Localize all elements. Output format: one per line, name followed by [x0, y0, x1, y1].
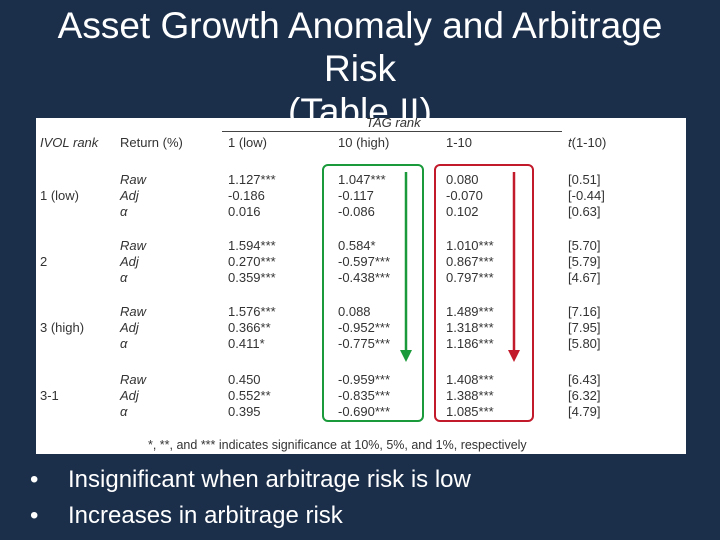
- table-cell: -0.597***: [338, 254, 391, 269]
- header-diff: 1-10: [446, 135, 473, 150]
- header-tag-high: 10 (high): [338, 135, 390, 150]
- table-cell: [-0.44]: [568, 188, 605, 203]
- table-cell: 0.270***: [228, 254, 276, 269]
- return-type-label: Raw: [120, 238, 147, 253]
- table-cell: [5.70]: [568, 238, 601, 253]
- ivol-rank-label: 2: [40, 254, 48, 269]
- title-line-2: Risk: [324, 48, 396, 89]
- trend-arrows: [400, 172, 520, 362]
- significance-footnote: *, **, and *** indicates significance at…: [148, 438, 527, 452]
- return-type-label: α: [120, 336, 128, 351]
- table-cell: 1.186***: [446, 336, 494, 351]
- red-highlight-box: [434, 164, 534, 422]
- table-cell: 0.080: [446, 172, 479, 187]
- table-cell: -0.835***: [338, 388, 391, 403]
- table-cell: 0.016: [228, 204, 261, 219]
- table-cell: -0.438***: [338, 270, 391, 285]
- table-cell: 0.867***: [446, 254, 494, 269]
- table-cell: 1.010***: [446, 238, 494, 253]
- table-cell: [0.51]: [568, 172, 601, 187]
- return-type-label: α: [120, 404, 128, 419]
- bullet-item: • Insignificant when arbitrage risk is lo…: [30, 466, 471, 493]
- bullet-text: Insignificant when arbitrage risk is low: [68, 466, 471, 493]
- table-cell: 0.395: [228, 404, 261, 419]
- ivol-rank-label: 1 (low): [40, 188, 80, 203]
- table-cell: 0.366**: [228, 320, 271, 335]
- table-cell: -0.775***: [338, 336, 391, 351]
- table-cell: -0.952***: [338, 320, 391, 335]
- return-type-label: α: [120, 270, 128, 285]
- table-cell: 1.408***: [446, 372, 494, 387]
- tag-rank-spanner: TAG rank: [366, 118, 421, 130]
- table-cell: [7.16]: [568, 304, 601, 319]
- table-cell: [5.79]: [568, 254, 601, 269]
- return-type-label: α: [120, 204, 128, 219]
- table-cell: [5.80]: [568, 336, 601, 351]
- table-cell: 0.552**: [228, 388, 271, 403]
- results-table: TAG rank IVOL rank Return (%) 1 (low) 10…: [36, 118, 686, 454]
- table-cell: -0.086: [338, 204, 375, 219]
- table-cell: -0.690***: [338, 404, 391, 419]
- title-line-1: Asset Growth Anomaly and Arbitrage: [57, 5, 663, 46]
- table-cell: [4.67]: [568, 270, 601, 285]
- spanner-rule: [222, 131, 562, 132]
- table-cell: 0.797***: [446, 270, 494, 285]
- header-return: Return (%): [120, 135, 183, 150]
- header-tag-low: 1 (low): [228, 135, 268, 150]
- red-arrowhead: [508, 350, 520, 362]
- bullet-list: • Insignificant when arbitrage risk is lo…: [30, 462, 471, 534]
- return-type-label: Raw: [120, 172, 147, 187]
- header-tstat: t(1-10): [568, 135, 607, 150]
- ivol-rank-label: 3 (high): [40, 320, 85, 335]
- table-cell: [0.63]: [568, 204, 601, 219]
- table-cell: 1.047***: [338, 172, 386, 187]
- return-type-label: Adj: [120, 188, 139, 203]
- table-cell: [7.95]: [568, 320, 601, 335]
- table-cell: 0.584*: [338, 238, 376, 253]
- bullet-text: Increases in arbitrage risk: [68, 502, 343, 529]
- table-cell: -0.070: [446, 188, 483, 203]
- table-cell: 1.127***: [228, 172, 276, 187]
- header-ivol-rank: IVOL rank: [40, 135, 99, 150]
- table-cell: -0.959***: [338, 372, 391, 387]
- return-type-label: Adj: [120, 254, 139, 269]
- table-cell: 1.489***: [446, 304, 494, 319]
- table-cell: -0.186: [228, 188, 265, 203]
- table-cell: 1.388***: [446, 388, 494, 403]
- table-cell: -0.117: [338, 188, 374, 203]
- table-cell: [6.32]: [568, 388, 601, 403]
- slide-title: Asset Growth Anomaly and Arbitrage Risk …: [0, 4, 720, 133]
- ivol-rank-label: 3-1: [40, 388, 59, 403]
- table-cell: 1.085***: [446, 404, 494, 419]
- return-type-label: Adj: [120, 320, 139, 335]
- return-type-label: Raw: [120, 304, 147, 319]
- bullet-item: • Increases in arbitrage risk: [30, 502, 343, 529]
- table-cell: 0.088: [338, 304, 371, 319]
- table-cell: 0.102: [446, 204, 479, 219]
- table-cell: 1.318***: [446, 320, 494, 335]
- table-cell: 0.359***: [228, 270, 276, 285]
- return-type-label: Raw: [120, 372, 147, 387]
- table-cell: 1.594***: [228, 238, 276, 253]
- return-type-label: Adj: [120, 388, 139, 403]
- table-cell: [6.43]: [568, 372, 601, 387]
- table-cell: 1.576***: [228, 304, 276, 319]
- table-cell: 0.411*: [228, 336, 265, 351]
- green-highlight-box: [322, 164, 424, 422]
- table-cell: [4.79]: [568, 404, 601, 419]
- table-cell: 0.450: [228, 372, 261, 387]
- green-arrowhead: [400, 350, 412, 362]
